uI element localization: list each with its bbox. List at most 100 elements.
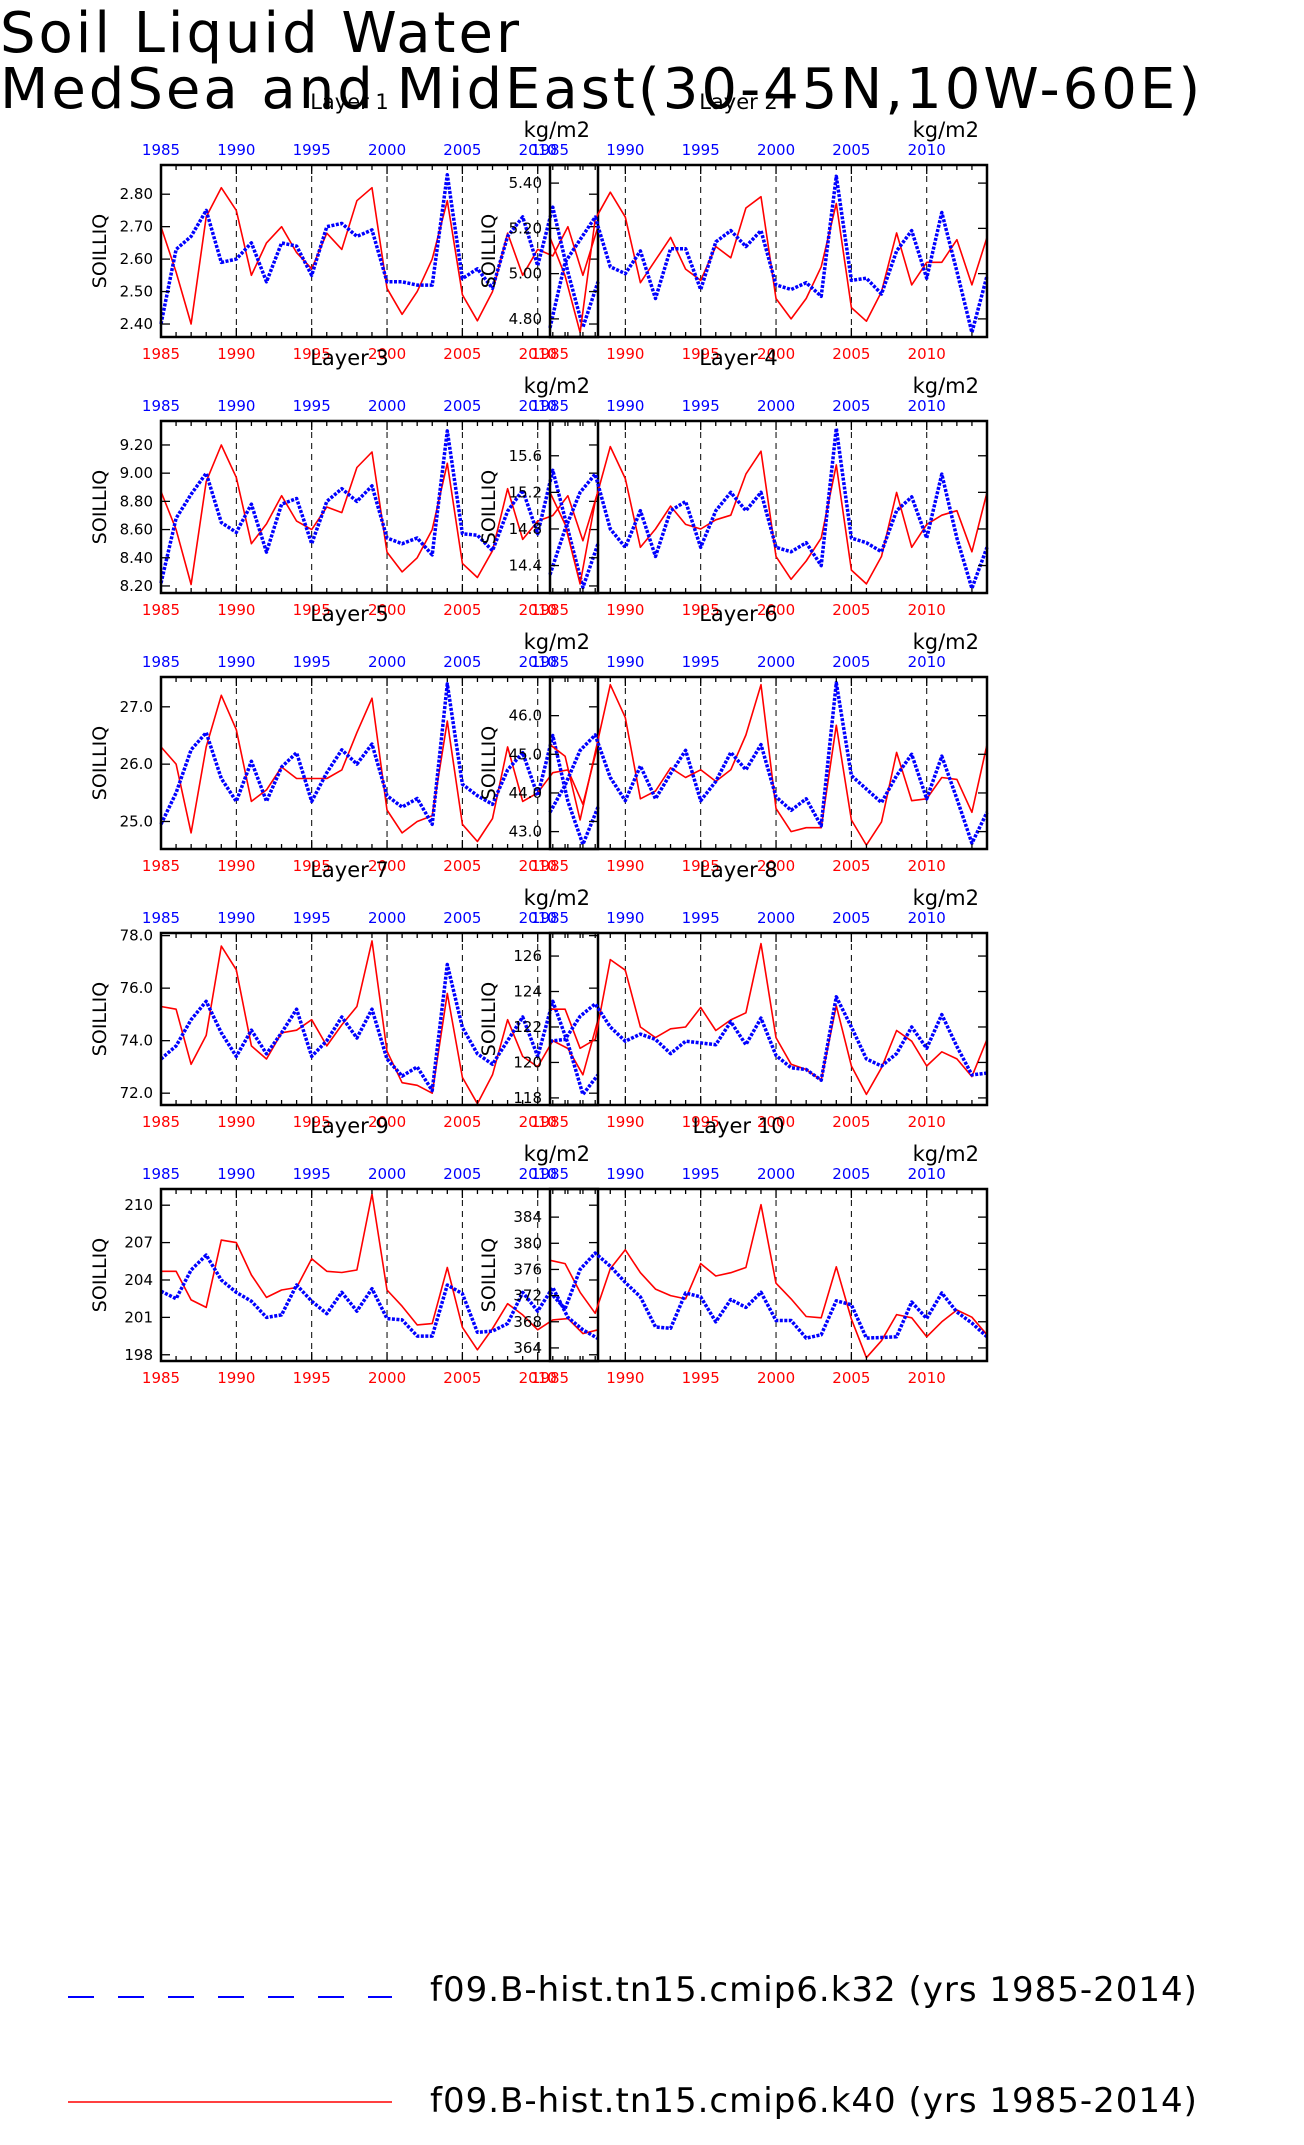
panel-8-xtick-label-bottom-1985: 1985: [531, 1113, 569, 1131]
panel-10-series-k32-line: [548, 1251, 989, 1340]
panel-7-units: kg/m2: [524, 886, 590, 910]
panel-8-xtick-label-bottom-2005: 2005: [832, 1113, 870, 1131]
panel-4-series-k32-line: [548, 426, 989, 591]
panel-3-ytick-label-8.80: 8.80: [120, 492, 153, 510]
panel-5-xtick-label-bottom-1995: 1995: [293, 857, 331, 875]
panel-7-xtick-label-bottom-1985: 1985: [142, 1113, 180, 1131]
panel-1-frame: [159, 163, 600, 339]
panel-9-series-k32-line: [160, 1253, 599, 1341]
panel-3-xtick-label-bottom-1985: 1985: [142, 601, 180, 619]
panel-6-xtick-label-bottom-2010: 2010: [908, 857, 946, 875]
panel-1-units: kg/m2: [524, 118, 590, 142]
panel-5-xtick-label-top-1985: 1985: [142, 653, 180, 671]
panel-3-xtick-label-top-1995: 1995: [293, 397, 331, 415]
panel-7-ytick-label-76.0: 76.0: [120, 979, 153, 997]
panel-7-ytick-label-78.0: 78.0: [120, 927, 153, 945]
panel-10-xtick-label-top-2010: 2010: [908, 1165, 946, 1183]
panel-9-units: kg/m2: [524, 1142, 590, 1166]
panel-2-units: kg/m2: [913, 118, 979, 142]
panel-3-title: Layer 3: [310, 346, 389, 370]
panel-5-series-k32-line: [159, 682, 600, 847]
panel-6-xtick-label-top-2000: 2000: [757, 653, 795, 671]
panel-8-xtick-label-bottom-2000: 2000: [757, 1113, 795, 1131]
panel-1-ytick-label-2.70: 2.70: [120, 218, 153, 236]
panel-2-frame: [548, 163, 989, 339]
panel-7-xtick-label-top-2010: 2010: [519, 909, 557, 927]
panel-10-title: Layer 10: [693, 1114, 785, 1138]
panel-4-xtick-label-bottom-2000: 2000: [757, 601, 795, 619]
panel-5-title: Layer 5: [310, 602, 389, 626]
panel-9-xtick-label-bottom-2010: 2010: [519, 1369, 557, 1387]
panel-10-ytick-label-380: 380: [513, 1234, 542, 1252]
panel-6-series-k40-line: [549, 683, 988, 846]
panel-3-ytick-label-8.60: 8.60: [120, 521, 153, 539]
panel-3-series-k32-line: [159, 429, 600, 590]
panel-8-xtick-label-bottom-1995: 1995: [682, 1113, 720, 1131]
panel-1-xtick-label-top-2005: 2005: [443, 141, 481, 159]
panel-5-xtick-label-bottom-1985: 1985: [142, 857, 180, 875]
panel-4-xtick-label-top-1990: 1990: [606, 397, 644, 415]
panel-7-xtick-label-top-1995: 1995: [293, 909, 331, 927]
panel-5-xtick-label-top-2010: 2010: [519, 653, 557, 671]
panel-8-ytick-label-118: 118: [513, 1089, 542, 1107]
panel-1-xtick-label-top-1985: 1985: [142, 141, 180, 159]
panel-6-xtick-label-top-2010: 2010: [908, 653, 946, 671]
panel-2-series-k32-line: [548, 174, 989, 335]
panel-7-xtick-label-top-2005: 2005: [443, 909, 481, 927]
panel-3-series-k40-line: [160, 444, 599, 586]
panel-4-xtick-label-top-2005: 2005: [832, 397, 870, 415]
panel-4-ytick-label-14.4: 14.4: [509, 557, 542, 575]
panel-1-series-k40-line: [160, 186, 599, 325]
panel-1-xtick-label-top-1995: 1995: [293, 141, 331, 159]
panel-1-xtick-label-bottom-1995: 1995: [293, 345, 331, 363]
panel-6-ytick-label-46.0: 46.0: [509, 707, 542, 725]
panel-8-xtick-label-bottom-1990: 1990: [606, 1113, 644, 1131]
panel-3-xtick-label-top-1985: 1985: [142, 397, 180, 415]
panel-9-xtick-label-top-2005: 2005: [443, 1165, 481, 1183]
panel-9-xtick-label-bottom-2005: 2005: [443, 1369, 481, 1387]
panel-8-xtick-label-top-2000: 2000: [757, 909, 795, 927]
panel-3-ylabel: SOILLIQ: [89, 470, 111, 544]
panel-3-units: kg/m2: [524, 374, 590, 398]
panel-7-xtick-label-top-2000: 2000: [368, 909, 406, 927]
panel-6-xtick-label-bottom-1995: 1995: [682, 857, 720, 875]
panel-5-xtick-label-bottom-2005: 2005: [443, 857, 481, 875]
panel-7-xtick-label-bottom-2010: 2010: [519, 1113, 557, 1131]
panel-5-units: kg/m2: [524, 630, 590, 654]
panel-7-ylabel: SOILLIQ: [89, 982, 111, 1056]
panel-10-xtick-label-bottom-1995: 1995: [682, 1369, 720, 1387]
panel-2-series-k40-line: [549, 191, 988, 334]
panel-5-xtick-label-bottom-2010: 2010: [519, 857, 557, 875]
panel-6-title: Layer 6: [699, 602, 778, 626]
panel-6-xtick-label-bottom-2005: 2005: [832, 857, 870, 875]
panel-4-ytick-label-15.6: 15.6: [509, 447, 542, 465]
panel-7-series-k32-line: [159, 962, 600, 1097]
panel-1-xtick-label-bottom-1990: 1990: [217, 345, 255, 363]
panel-10-xtick-label-bottom-1990: 1990: [606, 1369, 644, 1387]
panel-10-ytick-label-368: 368: [513, 1313, 542, 1331]
panel-6-frame: [548, 675, 989, 851]
panel-6-ytick-label-44.0: 44.0: [509, 784, 542, 802]
panel-9-xtick-label-bottom-2000: 2000: [368, 1369, 406, 1387]
panel-4-xtick-label-top-1985: 1985: [531, 397, 569, 415]
panel-9-ylabel: SOILLIQ: [89, 1238, 111, 1312]
panel-2-ytick-label-5.40: 5.40: [509, 174, 542, 192]
panel-2-ylabel: SOILLIQ: [478, 214, 500, 288]
panel-5-xtick-label-top-1995: 1995: [293, 653, 331, 671]
panel-7-xtick-label-top-1990: 1990: [217, 909, 255, 927]
panel-10-ylabel: SOILLIQ: [478, 1238, 500, 1312]
panel-9-ytick-label-207: 207: [124, 1234, 153, 1252]
panel-8-ylabel: SOILLIQ: [478, 982, 500, 1056]
panel-2-xtick-label-bottom-1995: 1995: [682, 345, 720, 363]
panel-6-xtick-label-bottom-1985: 1985: [531, 857, 569, 875]
panel-1-ytick-label-2.60: 2.60: [120, 250, 153, 268]
panel-9-xtick-label-top-2000: 2000: [368, 1165, 406, 1183]
panel-8-xtick-label-top-2005: 2005: [832, 909, 870, 927]
panel-3-ytick-label-8.20: 8.20: [120, 577, 153, 595]
panel-8-title: Layer 8: [699, 858, 778, 882]
panel-10-xtick-label-top-2000: 2000: [757, 1165, 795, 1183]
panel-3-xtick-label-top-2005: 2005: [443, 397, 481, 415]
panel-1-xtick-label-bottom-2005: 2005: [443, 345, 481, 363]
panel-3-xtick-label-top-2010: 2010: [519, 397, 557, 415]
